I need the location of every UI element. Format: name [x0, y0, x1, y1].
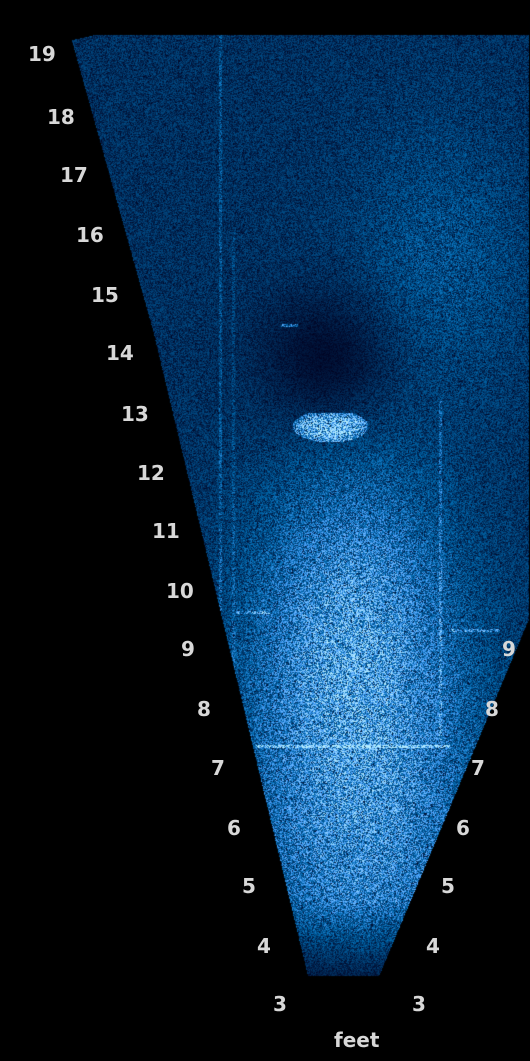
left-scale-label: 13 — [121, 402, 149, 426]
right-scale-label: 9 — [502, 637, 516, 661]
right-scale-label: 8 — [485, 697, 499, 721]
right-scale-label: 4 — [426, 934, 440, 958]
left-scale-label: 14 — [106, 341, 134, 365]
right-scale-label: 5 — [441, 874, 455, 898]
left-scale-label: 17 — [60, 163, 88, 187]
left-scale-label: 9 — [181, 637, 195, 661]
left-scale-label: 10 — [166, 579, 194, 603]
left-scale-label: 6 — [227, 816, 241, 840]
left-scale-label: 12 — [137, 461, 165, 485]
left-scale-label: 11 — [152, 519, 180, 543]
unit-label: feet — [334, 1028, 380, 1052]
left-scale-label: 5 — [242, 874, 256, 898]
left-scale-label: 18 — [47, 105, 75, 129]
right-scale-label: 3 — [412, 992, 426, 1016]
left-scale-label: 16 — [76, 223, 104, 247]
left-scale-label: 7 — [211, 756, 225, 780]
left-scale-label: 8 — [197, 697, 211, 721]
right-scale-label: 6 — [456, 816, 470, 840]
left-scale-label: 4 — [257, 934, 271, 958]
left-scale-label: 3 — [273, 992, 287, 1016]
right-scale-label: 7 — [471, 756, 485, 780]
left-scale-label: 19 — [28, 42, 56, 66]
left-scale-label: 15 — [91, 283, 119, 307]
